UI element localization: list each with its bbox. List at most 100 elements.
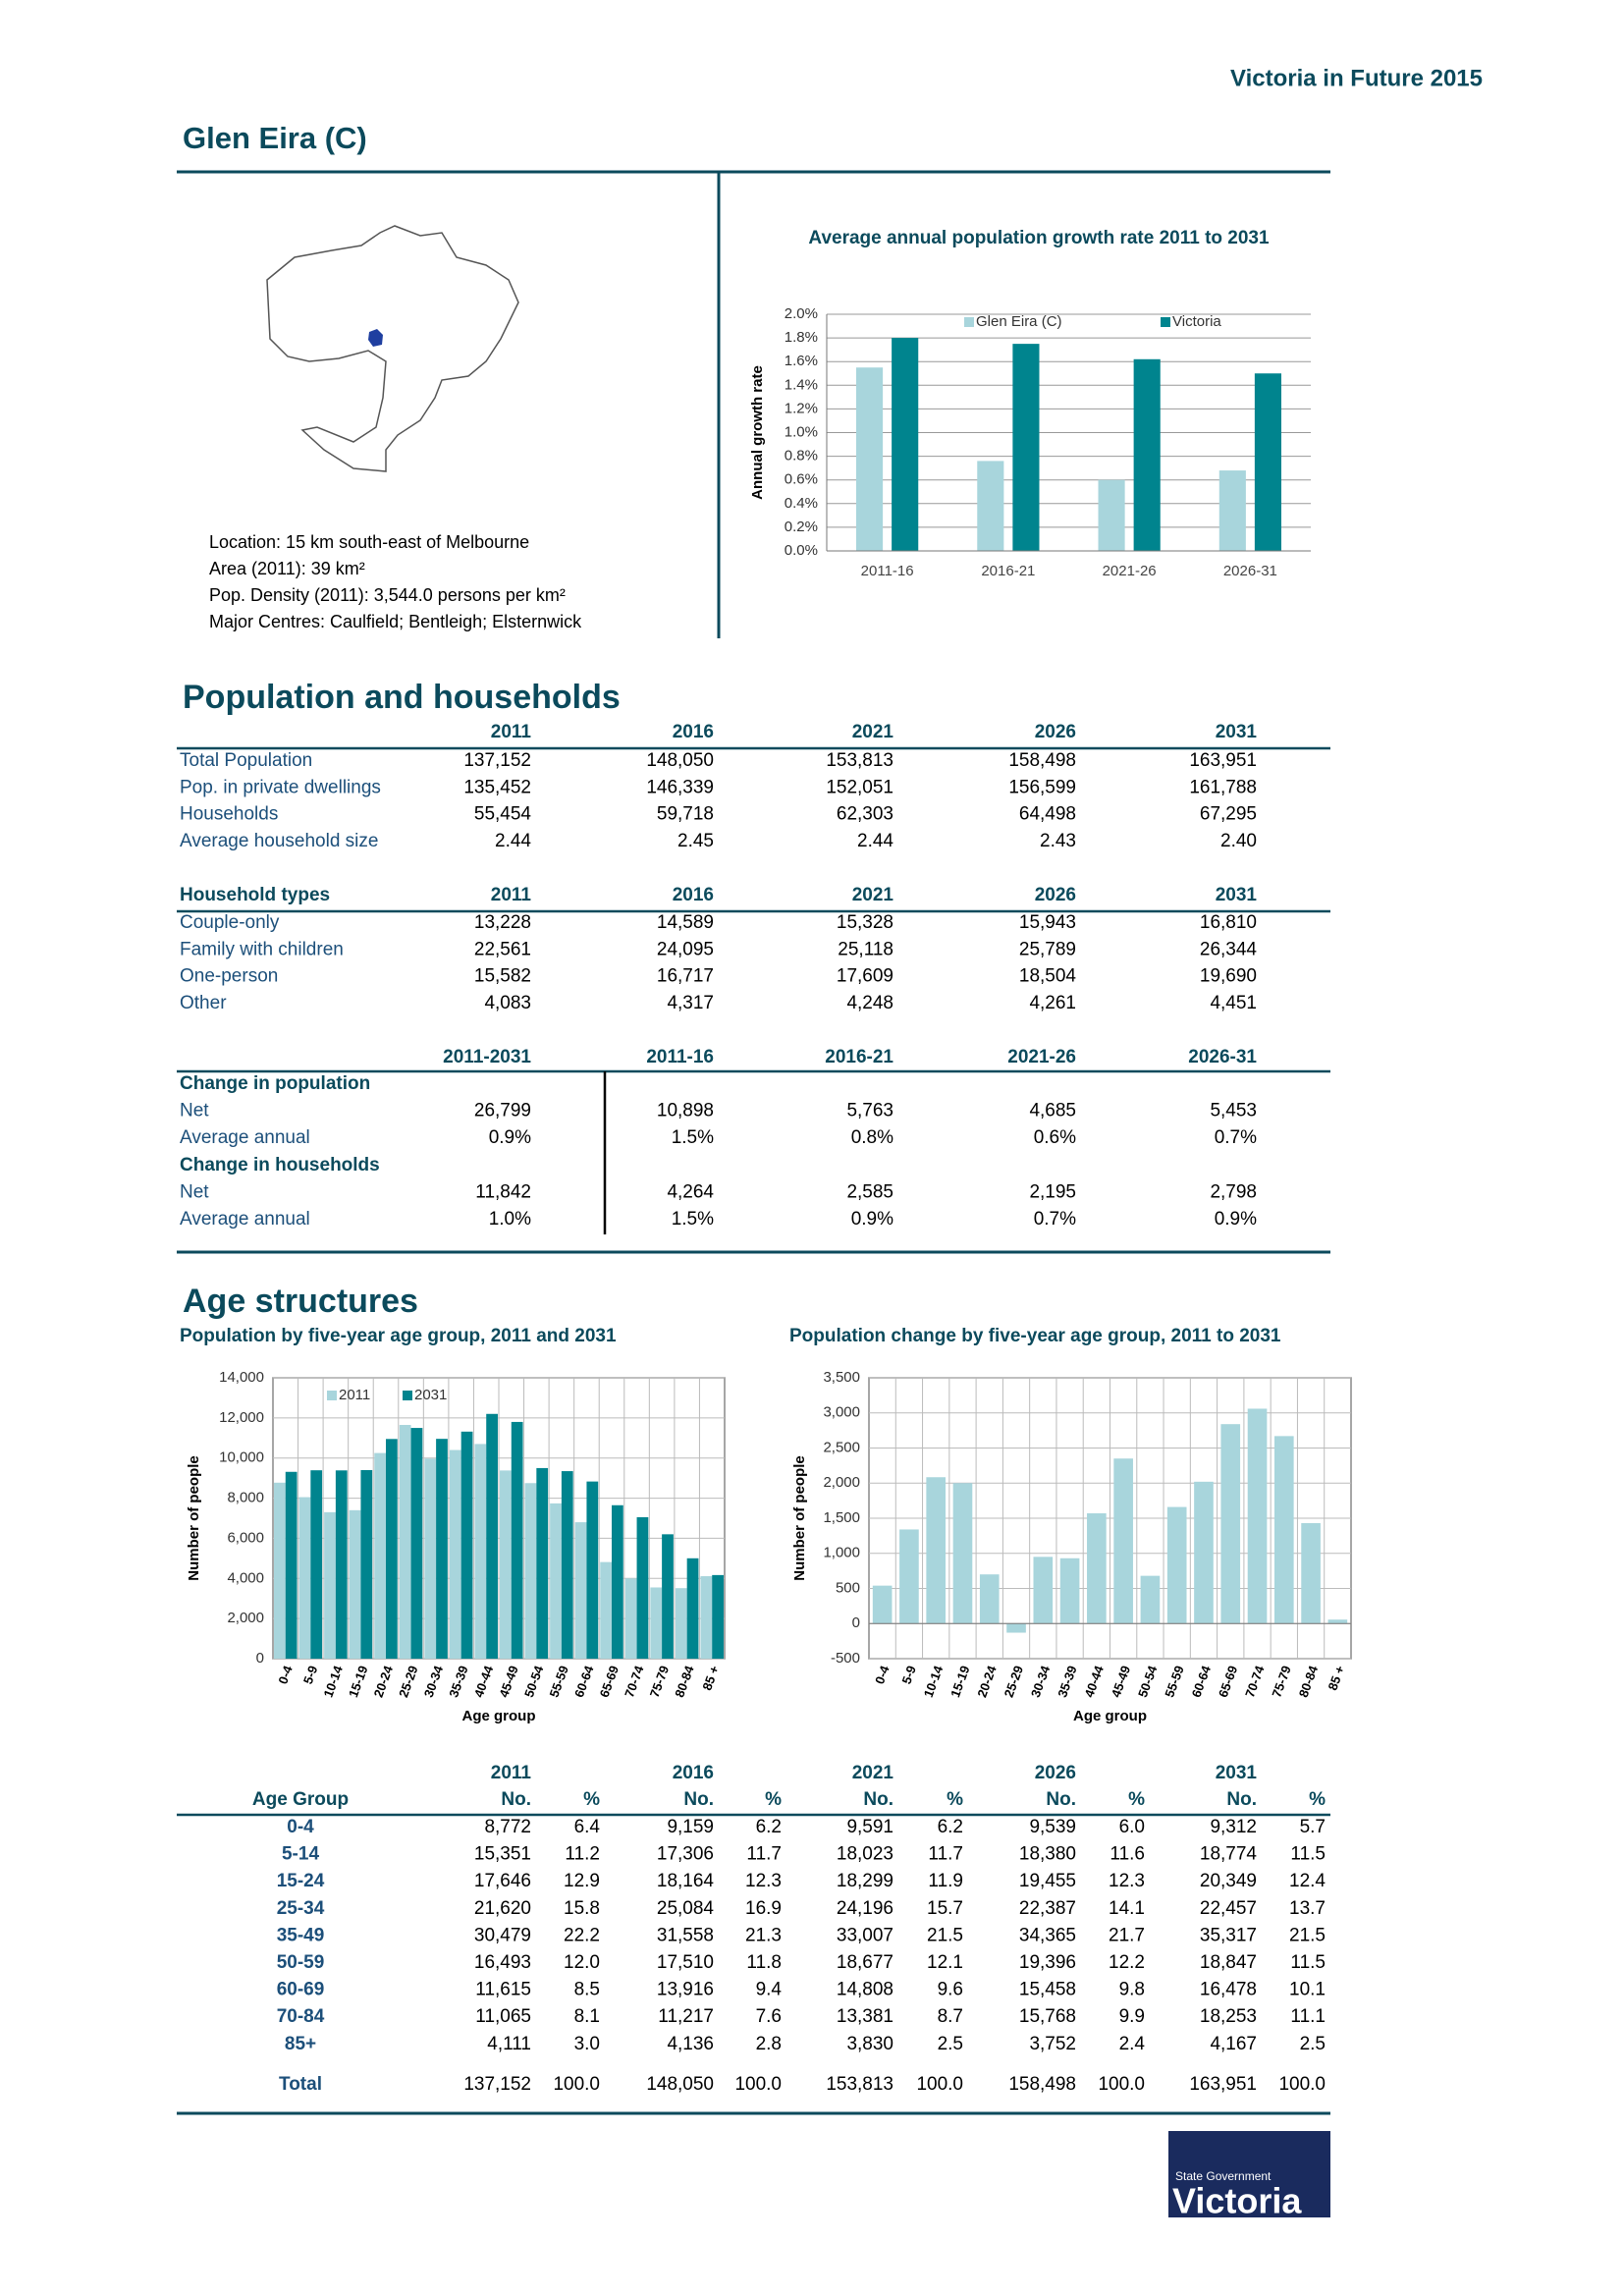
cell: 2.44: [857, 831, 893, 851]
column-header: 2021: [852, 1763, 894, 1783]
cell: 15,768: [1019, 2006, 1076, 2027]
row-label: Couple-only: [180, 912, 280, 933]
bar: [298, 1497, 311, 1659]
cell: 11.7: [746, 1844, 782, 1865]
column-header: 2021-26: [1007, 1047, 1076, 1067]
cell: 0.7%: [1034, 1209, 1076, 1230]
cell: 8.1: [574, 2006, 600, 2027]
cell: 9,591: [846, 1817, 893, 1837]
cell: 17,609: [837, 966, 893, 987]
cell: 18,677: [837, 1952, 893, 1973]
cell: 18,847: [1200, 1952, 1257, 1973]
bar: [872, 1585, 893, 1624]
cell: 4,248: [846, 993, 893, 1013]
column-subheader: No.: [1046, 1789, 1076, 1810]
cell: 15,328: [837, 912, 893, 933]
y-tick-label: 1.6%: [785, 353, 818, 369]
cell: 25,084: [657, 1898, 715, 1919]
y-tick-label: 12,000: [219, 1409, 264, 1426]
cell: 12.2: [1109, 1952, 1145, 1973]
cell: 11,842: [475, 1181, 531, 1202]
cell: 16,810: [1200, 912, 1257, 933]
x-tick-label: 10-14: [921, 1663, 947, 1699]
location-line: Major Centres: Caulfield; Bentleigh; Els…: [209, 612, 582, 631]
bar: [500, 1470, 512, 1659]
x-tick-label: 10-14: [320, 1663, 346, 1699]
cell: 8,772: [484, 1817, 531, 1837]
cell: 17,646: [474, 1871, 531, 1891]
row-label: Households: [180, 804, 278, 825]
x-tick-label: 60-64: [571, 1663, 597, 1699]
cell: 34,365: [1019, 1925, 1076, 1945]
x-tick-label: 85 +: [1326, 1664, 1348, 1693]
column-subheader: No.: [683, 1789, 714, 1810]
cell: 15.8: [564, 1898, 600, 1919]
cell: 14.1: [1109, 1898, 1145, 1919]
y-tick-label: 3,000: [823, 1404, 860, 1421]
bar: [1327, 1619, 1348, 1624]
cell: 21.3: [745, 1925, 782, 1945]
cell: 2,585: [846, 1181, 893, 1202]
column-subheader: %: [583, 1789, 600, 1810]
bar: [574, 1522, 587, 1659]
cell: 9.6: [938, 1980, 963, 2000]
cell: 4,317: [667, 993, 714, 1013]
legend-swatch: [964, 317, 974, 327]
publication: Victoria in Future 2015: [1230, 65, 1483, 91]
cell: 148,050: [646, 2074, 714, 2095]
bar: [1254, 373, 1281, 551]
cell: 11.7: [928, 1844, 963, 1865]
cell: 9.4: [756, 1980, 783, 2000]
cell: 0.9%: [1215, 1209, 1257, 1230]
bar: [624, 1578, 637, 1659]
y-tick-label: 1,000: [823, 1545, 860, 1561]
cell: 0.9%: [851, 1209, 893, 1230]
bar: [1220, 1424, 1241, 1624]
row-label: 35-49: [277, 1925, 325, 1945]
column-header: 2011: [491, 1763, 532, 1783]
x-tick-label: 50-54: [1135, 1663, 1161, 1699]
location-line: Pop. Density (2011): 3,544.0 persons per…: [209, 585, 566, 605]
cell: 158,498: [1008, 2074, 1076, 2095]
bar: [1194, 1481, 1214, 1624]
bar: [712, 1574, 724, 1659]
cell: 31,558: [657, 1925, 714, 1945]
cell: 19,690: [1200, 966, 1257, 987]
cell: 20,349: [1200, 1871, 1257, 1891]
cell: 135,452: [463, 777, 531, 797]
x-tick-label: 20-24: [371, 1663, 397, 1699]
column-header: 2031: [1216, 722, 1258, 742]
cell: 3,752: [1029, 2034, 1076, 2054]
cell: 14,589: [657, 912, 714, 933]
bar: [386, 1439, 398, 1659]
table-title: Household types: [180, 885, 330, 905]
x-tick-label: 2026-31: [1223, 563, 1277, 579]
bar: [1140, 1575, 1161, 1624]
cell: 17,510: [657, 1952, 714, 1973]
row-label: Average annual: [180, 1127, 310, 1148]
cell: 16,717: [657, 966, 714, 987]
y-tick-label: 4,000: [227, 1569, 264, 1586]
bar: [1098, 479, 1125, 551]
cell: 148,050: [646, 750, 714, 771]
row-label: Family with children: [180, 939, 344, 959]
row-label: 15-24: [277, 1871, 325, 1891]
cell: 10.1: [1289, 1980, 1326, 2000]
bar: [636, 1516, 649, 1659]
cell: 2.43: [1040, 831, 1076, 851]
cell: 2,195: [1029, 1181, 1076, 1202]
cell: 9,539: [1029, 1817, 1076, 1837]
bar: [449, 1449, 461, 1659]
cell: 11.5: [1290, 1844, 1326, 1865]
x-tick-label: 15-19: [346, 1664, 370, 1699]
cell: 24,196: [837, 1898, 893, 1919]
cell: 137,152: [463, 750, 531, 771]
x-tick-label: 65-69: [1216, 1664, 1240, 1699]
cell: 8.5: [574, 1980, 600, 2000]
legend-label: Glen Eira (C): [976, 313, 1062, 330]
cell: 21.5: [927, 1925, 963, 1945]
cell: 153,813: [826, 750, 893, 771]
location-line: Area (2011): 39 km²: [209, 559, 365, 578]
group-title: Change in households: [180, 1155, 380, 1175]
